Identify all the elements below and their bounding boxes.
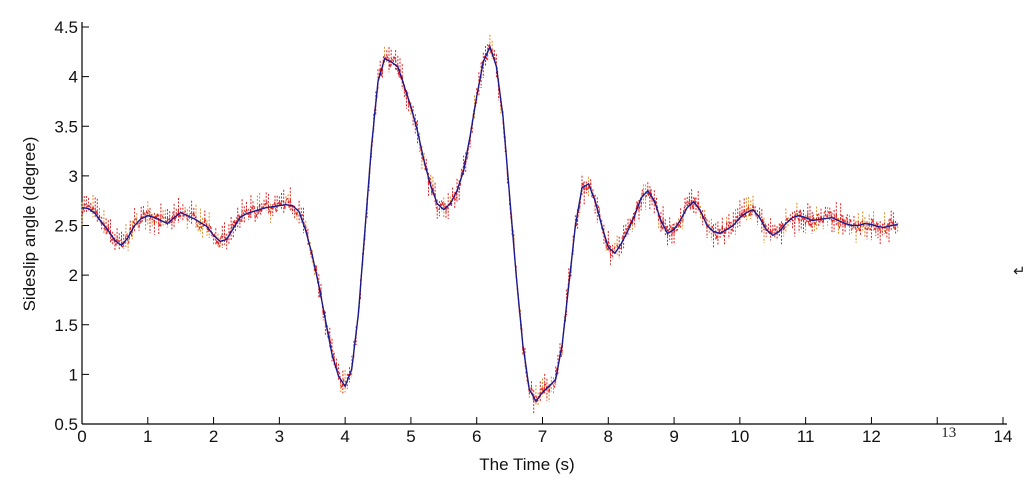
x-tick-label: 3 (275, 427, 284, 446)
y-tick-label: 3.5 (54, 117, 78, 136)
x-tick-label: 13 (941, 425, 956, 441)
x-tick-label: 10 (730, 427, 749, 446)
reference-line (81, 44, 898, 403)
y-axis-title: Sideslip angle (degree) (20, 137, 39, 312)
y-tick-label: 1 (69, 365, 78, 384)
y-tick-label: 4.5 (54, 18, 78, 37)
x-tick-label: 12 (862, 427, 881, 446)
measured-line (81, 42, 899, 403)
x-tick-label: 4 (340, 427, 349, 446)
axes (81, 22, 1007, 425)
x-tick-label: 0 (77, 427, 86, 446)
x-tick-label: 6 (472, 427, 481, 446)
x-axis-title: The Time (s) (479, 455, 574, 474)
y-ticks: 0.5 1 1.5 2 2.5 3 3.5 4 4.5 (54, 18, 89, 434)
y-tick-label: 2 (69, 266, 78, 285)
x-tick-label: 5 (406, 427, 415, 446)
x-tick-label: 9 (669, 427, 678, 446)
x-tick-label: 1 (143, 427, 152, 446)
y-tick-label: 0.5 (54, 415, 78, 434)
stray-mark: ↵ (1013, 264, 1024, 280)
y-tick-label: 2.5 (54, 217, 78, 236)
x-ticks: 0 1 2 3 4 5 6 7 8 9 10 11 12 13 14 (77, 417, 1012, 446)
y-tick-label: 1.5 (54, 316, 78, 335)
x-tick-label: 11 (797, 427, 815, 446)
y-tick-label: 3 (69, 167, 78, 186)
x-tick-label: 2 (209, 427, 218, 446)
x-tick-label: 7 (538, 427, 547, 446)
y-tick-label: 4 (69, 68, 78, 87)
reference-series: ↵ (81, 44, 1024, 403)
x-tick-label: 14 (994, 427, 1013, 446)
x-tick-label: 8 (604, 427, 613, 446)
